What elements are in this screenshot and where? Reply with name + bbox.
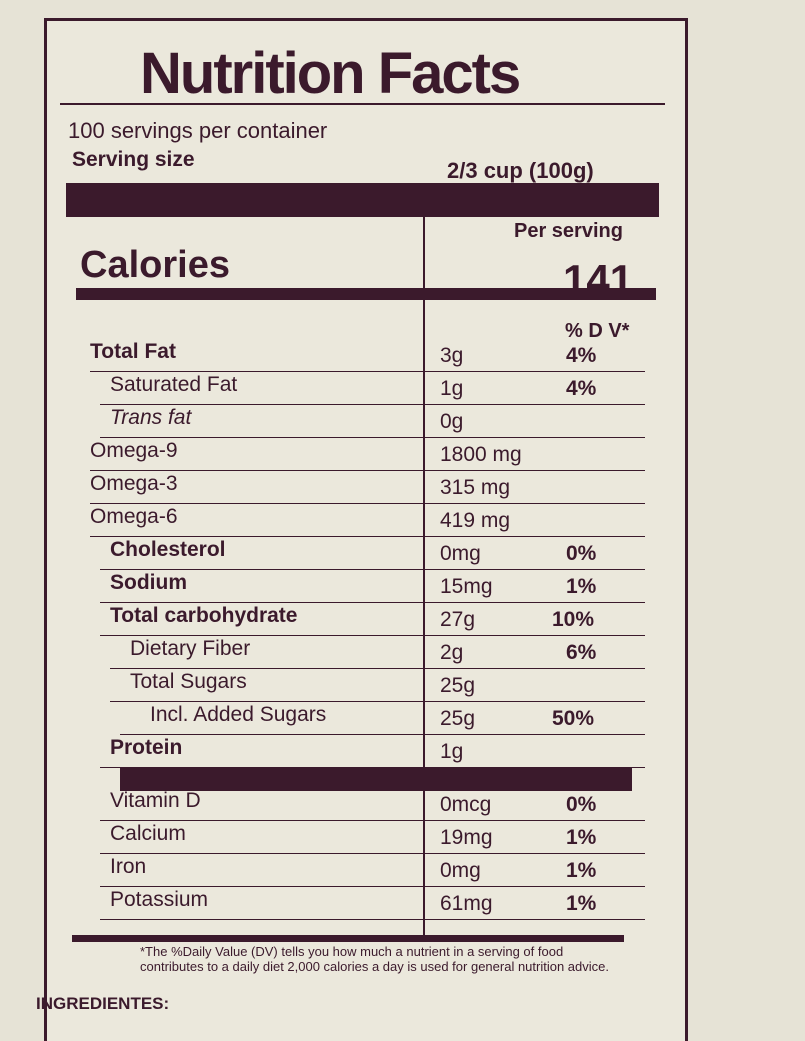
thick-bar (120, 767, 632, 791)
row-rule (90, 536, 645, 537)
row-rule (110, 668, 645, 669)
amount: 1g (440, 740, 464, 763)
amount: 15mg (440, 575, 493, 598)
amount: 1g (440, 377, 464, 400)
amount: 25g (440, 707, 476, 730)
daily-value: 1% (566, 575, 597, 598)
nutrient-name: Omega-6 (90, 505, 178, 528)
amount: 25g (440, 674, 476, 697)
nutrient-name: Sodium (110, 571, 187, 594)
serving-size-label: Serving size (72, 148, 195, 171)
nutrient-name: Iron (110, 855, 147, 878)
nutrient-name: Saturated Fat (110, 373, 238, 396)
servings: 100 servings per container (68, 118, 328, 143)
row-rule (100, 569, 645, 570)
daily-value: 1% (566, 892, 597, 915)
nutrient-name: Potassium (110, 888, 209, 911)
medium-bar (76, 288, 656, 300)
column-rule (423, 217, 425, 935)
bottom-bar (72, 935, 624, 942)
amount: 315 mg (440, 476, 511, 499)
amount: 419 mg (440, 509, 511, 532)
row-rule (90, 470, 645, 471)
rule (60, 103, 665, 105)
row-rule (100, 853, 645, 854)
nutrient-name: Total Fat (90, 340, 176, 363)
amount: 3g (440, 344, 464, 367)
nutrient-name: Total carbohydrate (110, 604, 298, 627)
nutrient-name: Trans fat (110, 406, 192, 429)
daily-value: 0% (566, 542, 597, 565)
nutrient-name: Calcium (110, 822, 186, 845)
title: Nutrition Facts (140, 41, 521, 106)
daily-value: 50% (552, 707, 595, 730)
footnote: *The %Daily Value (DV) tells you how muc… (140, 944, 609, 974)
daily-value: 1% (566, 826, 597, 849)
dv-header: % D V* (565, 320, 630, 342)
amount: 19mg (440, 826, 493, 849)
serving-size: 2/3 cup (100g) (447, 158, 594, 183)
nutrient-name: Total Sugars (130, 670, 247, 693)
nutrient-name: Omega-9 (90, 439, 178, 462)
nutrient-name: Protein (110, 736, 183, 759)
row-rule (100, 886, 645, 887)
daily-value: 0% (566, 793, 597, 816)
daily-value: 1% (566, 859, 597, 882)
row-rule (100, 635, 645, 636)
thick-bar (66, 183, 659, 217)
amount: 0mg (440, 859, 481, 882)
nutrient-name: Cholesterol (110, 538, 226, 561)
row-rule (120, 734, 645, 735)
amount: 61mg (440, 892, 493, 915)
row-rule (90, 371, 645, 372)
row-rule (100, 602, 645, 603)
daily-value: 10% (552, 608, 595, 631)
amount: 0mcg (440, 793, 492, 816)
nutrient-name: Omega-3 (90, 472, 178, 495)
calories-label: Calories (80, 244, 230, 286)
row-rule (90, 503, 645, 504)
per-serving: Per serving (514, 220, 623, 242)
amount: 0mg (440, 542, 481, 565)
daily-value: 4% (566, 344, 597, 367)
row-rule (100, 437, 645, 438)
nutrient-name: Incl. Added Sugars (150, 703, 327, 726)
row-rule (110, 701, 645, 702)
row-rule (100, 404, 645, 405)
amount: 0g (440, 410, 464, 433)
daily-value: 6% (566, 641, 597, 664)
row-rule (100, 919, 645, 920)
row-rule (100, 820, 645, 821)
amount: 27g (440, 608, 476, 631)
ingredients: INGREDIENTES: (36, 994, 170, 1013)
daily-value: 4% (566, 377, 597, 400)
nutrient-name: Dietary Fiber (130, 637, 251, 660)
nutrient-name: Vitamin D (110, 789, 201, 812)
amount: 2g (440, 641, 464, 664)
amount: 1800 mg (440, 443, 522, 466)
